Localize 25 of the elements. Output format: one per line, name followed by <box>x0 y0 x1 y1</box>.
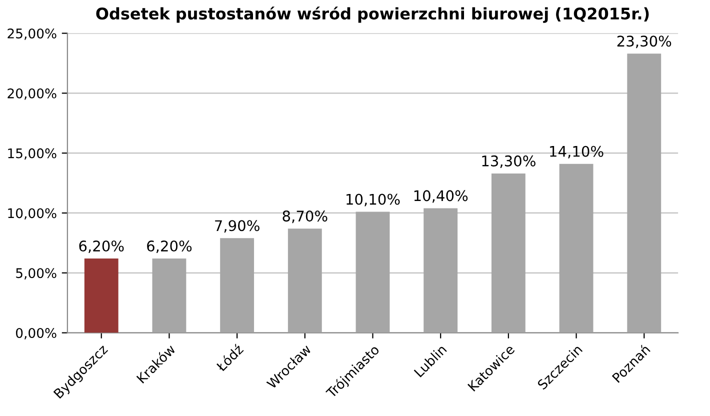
bar <box>627 54 662 333</box>
bar <box>356 212 390 333</box>
data-label: 10,40% <box>414 190 468 203</box>
data-label: 14,10% <box>550 146 604 158</box>
data-label: 23,30% <box>617 36 672 48</box>
y-tick-label: 0,00% <box>16 328 56 340</box>
bar <box>152 258 186 333</box>
data-label: 10,10% <box>346 194 400 206</box>
y-tick-label: 5,00% <box>16 268 56 280</box>
data-label: 6,20% <box>147 240 192 254</box>
y-tick-label: 20,00% <box>8 88 56 100</box>
data-label: 7,90% <box>215 220 260 233</box>
bar <box>424 208 458 333</box>
bar <box>491 173 526 333</box>
bar <box>288 228 322 333</box>
bar <box>220 238 254 333</box>
y-tick-label: 25,00% <box>8 28 56 40</box>
data-label: 8,70% <box>282 210 328 224</box>
bar <box>559 164 594 333</box>
chart-title: Odsetek pustostanów wśród powierzchni biurowej (1Q2015r.) <box>96 6 649 23</box>
bar <box>84 258 118 333</box>
data-label: 6,20% <box>79 240 124 254</box>
y-tick-label: 10,00% <box>8 208 56 220</box>
y-tick-label: 15,00% <box>8 148 56 160</box>
data-label: 13,30% <box>482 155 536 168</box>
